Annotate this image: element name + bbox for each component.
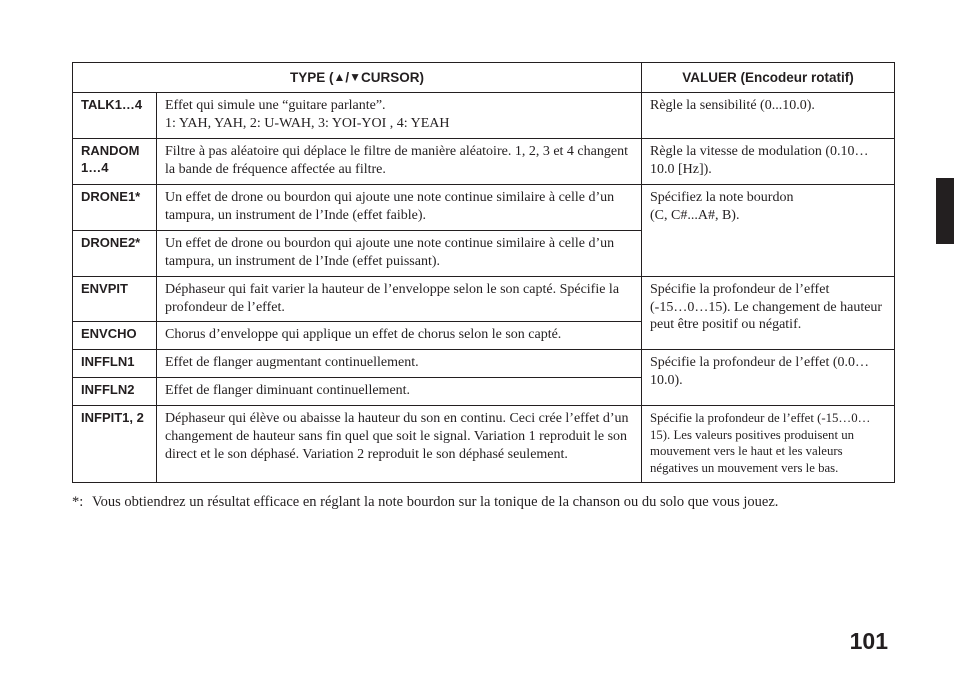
param-value: Règle la sensibilité (0...10.0). bbox=[642, 93, 895, 139]
param-desc: Un effet de drone ou bourdon qui ajoute … bbox=[157, 230, 642, 276]
param-value: Spécifie la profondeur de l’effet (0.0…1… bbox=[642, 350, 895, 406]
param-name: ENVCHO bbox=[73, 322, 157, 350]
param-desc: Effet de flanger diminuant continuelleme… bbox=[157, 378, 642, 406]
footnote-marker: *: bbox=[72, 493, 92, 512]
param-name: TALK1…4 bbox=[73, 93, 157, 139]
page-number: 101 bbox=[850, 628, 888, 655]
param-desc: Effet de flanger augmentant continuellem… bbox=[157, 350, 642, 378]
param-name: INFFLN1 bbox=[73, 350, 157, 378]
param-desc: Un effet de drone ou bourdon qui ajoute … bbox=[157, 184, 642, 230]
table-row: TALK1…4 Effet qui simule une “guitare pa… bbox=[73, 93, 895, 139]
param-value: Spécifiez la note bourdon(C, C#...A#, B)… bbox=[642, 184, 895, 276]
effects-table: TYPE (▲/▼CURSOR) VALUER (Encodeur rotati… bbox=[72, 62, 895, 483]
param-name: ENVPIT bbox=[73, 276, 157, 322]
param-name: DRONE1* bbox=[73, 184, 157, 230]
header-type-prefix: TYPE ( bbox=[290, 70, 334, 85]
param-value: Spécifie la profondeur de l’effet (-15…0… bbox=[642, 406, 895, 483]
header-type-suffix: CURSOR) bbox=[361, 70, 424, 85]
param-desc: Effet qui simule une “guitare parlante”.… bbox=[157, 93, 642, 139]
footnote: *: Vous obtiendrez un résultat efficace … bbox=[72, 493, 894, 512]
table-row: INFPIT1, 2 Déphaseur qui élève ou abaiss… bbox=[73, 406, 895, 483]
header-type: TYPE (▲/▼CURSOR) bbox=[73, 63, 642, 93]
param-value: Règle la vitesse de modulation (0.10…10.… bbox=[642, 139, 895, 185]
footnote-text: Vous obtiendrez un résultat efficace en … bbox=[92, 493, 778, 512]
param-desc: Déphaseur qui fait varier la hauteur de … bbox=[157, 276, 642, 322]
table-row: DRONE1* Un effet de drone ou bourdon qui… bbox=[73, 184, 895, 230]
page: TYPE (▲/▼CURSOR) VALUER (Encodeur rotati… bbox=[0, 0, 954, 677]
param-name: INFPIT1, 2 bbox=[73, 406, 157, 483]
up-arrow-icon: ▲ bbox=[333, 70, 345, 85]
table-row: INFFLN1 Effet de flanger augmentant cont… bbox=[73, 350, 895, 378]
table-row: RANDOM 1…4 Filtre à pas aléatoire qui dé… bbox=[73, 139, 895, 185]
param-name: INFFLN2 bbox=[73, 378, 157, 406]
header-valuer: VALUER (Encodeur rotatif) bbox=[642, 63, 895, 93]
param-desc: Déphaseur qui élève ou abaisse la hauteu… bbox=[157, 406, 642, 483]
table-row: ENVPIT Déphaseur qui fait varier la haut… bbox=[73, 276, 895, 322]
param-desc: Filtre à pas aléatoire qui déplace le fi… bbox=[157, 139, 642, 185]
param-name: DRONE2* bbox=[73, 230, 157, 276]
param-name: RANDOM 1…4 bbox=[73, 139, 157, 185]
down-arrow-icon: ▼ bbox=[349, 70, 361, 85]
section-tab bbox=[936, 178, 954, 244]
param-value: Spécifie la profondeur de l’effet(-15…0…… bbox=[642, 276, 895, 350]
param-desc: Chorus d’enveloppe qui applique un effet… bbox=[157, 322, 642, 350]
